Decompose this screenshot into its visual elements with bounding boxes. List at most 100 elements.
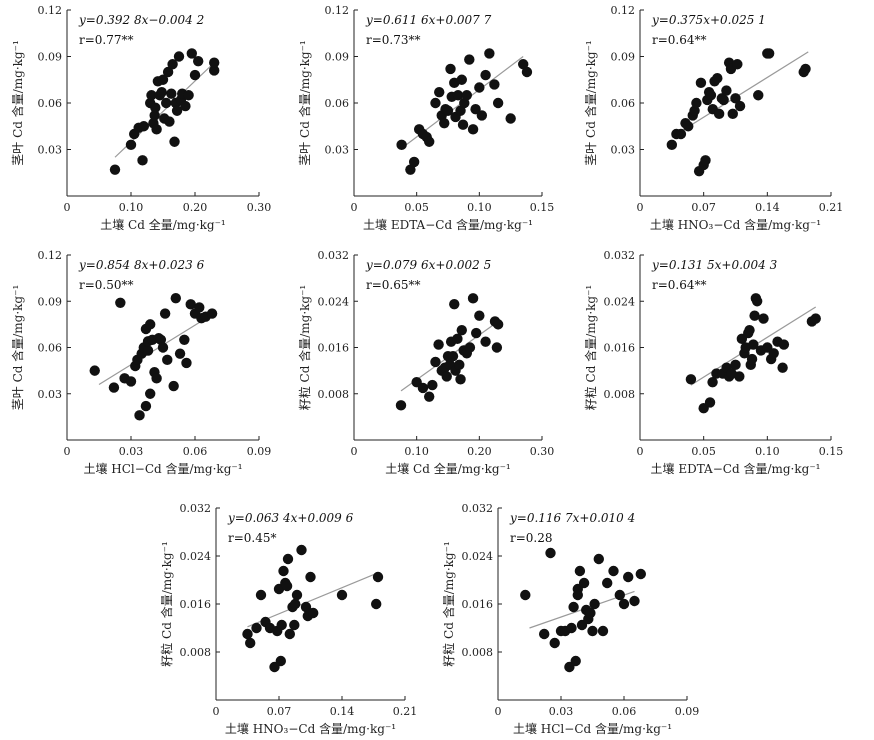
scatter-panel-1: 0 0.10 0.20 0.30 0.03 0.06 0.09 0.12 土壤 Cd 全量/mg…: [10, 4, 271, 232]
x-tick-label: 0.10: [755, 445, 780, 458]
data-point: [734, 100, 746, 112]
data-point: [171, 105, 183, 116]
data-point: [452, 90, 464, 101]
data-point: [572, 589, 583, 601]
data-point: [405, 164, 416, 175]
y-tick-label: 0.03: [611, 144, 636, 157]
data-point: [718, 94, 729, 106]
y-tick-label: 0.008: [462, 646, 494, 659]
data-point: [138, 121, 149, 132]
data-point: [134, 410, 145, 421]
data-point: [278, 565, 289, 577]
data-point: [713, 108, 725, 120]
data-point: [185, 299, 196, 310]
data-point: [125, 139, 137, 151]
data-point: [156, 86, 167, 98]
x-tick-label: 0: [351, 445, 358, 458]
data-point: [480, 69, 491, 81]
data-point: [587, 625, 598, 637]
data-point: [150, 102, 161, 113]
scatter-panel-2: 0 0.05 0.10 0.15 0.03 0.06 0.09 0.12 土壤 EDTA−Cd …: [297, 4, 554, 232]
x-tick-label: 0.09: [247, 445, 272, 458]
data-point: [549, 637, 560, 649]
x-tick-label: 0.06: [183, 445, 208, 458]
data-point: [700, 155, 711, 166]
x-tick-label: 0.05: [404, 201, 429, 214]
data-point: [180, 100, 191, 112]
x-tick-label: 0: [64, 201, 71, 214]
data-point: [454, 359, 465, 371]
x-tick-label: 0.15: [530, 201, 555, 214]
data-point: [209, 57, 220, 68]
data-point: [209, 65, 220, 76]
x-tick-label: 0.10: [404, 445, 429, 458]
regression-equation: y=0.375x+0.025 1: [651, 13, 766, 27]
data-point: [115, 297, 126, 308]
y-tick-label: 0.06: [611, 97, 636, 110]
data-point: [593, 553, 604, 565]
data-point: [568, 601, 579, 613]
x-tick-label: 0.06: [612, 705, 637, 718]
data-point: [305, 571, 316, 583]
data-point: [751, 296, 763, 307]
y-tick-label: 0.008: [318, 388, 350, 401]
data-point: [430, 356, 441, 368]
data-point: [614, 589, 625, 601]
data-point: [457, 119, 469, 130]
data-point: [727, 108, 738, 120]
scatter-panel-8: 0 0.03 0.06 0.09 0.008 0.016 0.024 0.032 土壤 HCl−…: [441, 502, 699, 736]
y-tick-label: 0.008: [604, 388, 636, 401]
data-point: [276, 619, 287, 631]
y-axis-label: 籽粒 Cd 含量/mg·kg⁻¹: [297, 285, 312, 411]
data-point: [602, 577, 613, 589]
y-tick-label: 0.12: [38, 4, 63, 17]
data-point: [666, 139, 678, 151]
regression-equation: y=0.079 6x+0.002 5: [365, 258, 491, 272]
x-tick-label: 0.30: [530, 445, 555, 458]
data-point: [433, 339, 444, 350]
data-point: [732, 59, 743, 70]
data-point: [145, 388, 156, 399]
data-point: [461, 90, 472, 101]
y-tick-label: 0.032: [604, 249, 636, 262]
correlation-r: r=0.64**: [652, 278, 707, 292]
data-point: [800, 63, 811, 75]
trend-line: [247, 572, 379, 628]
data-point: [441, 371, 452, 382]
y-tick-label: 0.024: [180, 550, 212, 563]
x-axis-label: 土壤 HNO₃−Cd 含量/mg·kg⁻¹: [225, 721, 396, 736]
data-point: [810, 313, 821, 324]
x-axis-label: 土壤 EDTA−Cd 含量/mg·kg⁻¹: [651, 461, 821, 476]
x-axis-label: 土壤 HNO₃−Cd 含量/mg·kg⁻¹: [650, 217, 821, 232]
data-point: [255, 589, 267, 601]
data-point: [456, 324, 467, 336]
data-point: [167, 59, 178, 70]
data-point: [284, 628, 295, 640]
regression-equation: y=0.854 8x+0.023 6: [78, 258, 205, 272]
y-tick-label: 0.12: [611, 4, 636, 17]
data-point: [518, 59, 529, 70]
regression-equation: y=0.131 5x+0.004 3: [651, 258, 778, 272]
data-point: [489, 79, 500, 90]
data-point: [705, 90, 717, 101]
y-tick-label: 0.024: [462, 550, 494, 563]
data-point: [464, 342, 476, 353]
data-point: [505, 113, 516, 124]
data-point: [629, 595, 640, 607]
data-point: [445, 63, 456, 75]
data-point: [186, 48, 197, 59]
data-point: [142, 345, 154, 356]
data-point: [449, 298, 460, 310]
data-point: [704, 397, 716, 408]
data-point: [189, 69, 201, 81]
data-point: [721, 85, 732, 96]
data-point: [695, 77, 707, 89]
data-point: [476, 110, 488, 121]
data-point: [109, 164, 121, 175]
y-tick-label: 0.12: [38, 249, 63, 262]
correlation-r: r=0.73**: [366, 33, 421, 47]
data-point: [467, 293, 479, 304]
data-point: [149, 110, 160, 121]
data-point: [159, 308, 171, 319]
y-tick-label: 0.09: [325, 51, 350, 64]
